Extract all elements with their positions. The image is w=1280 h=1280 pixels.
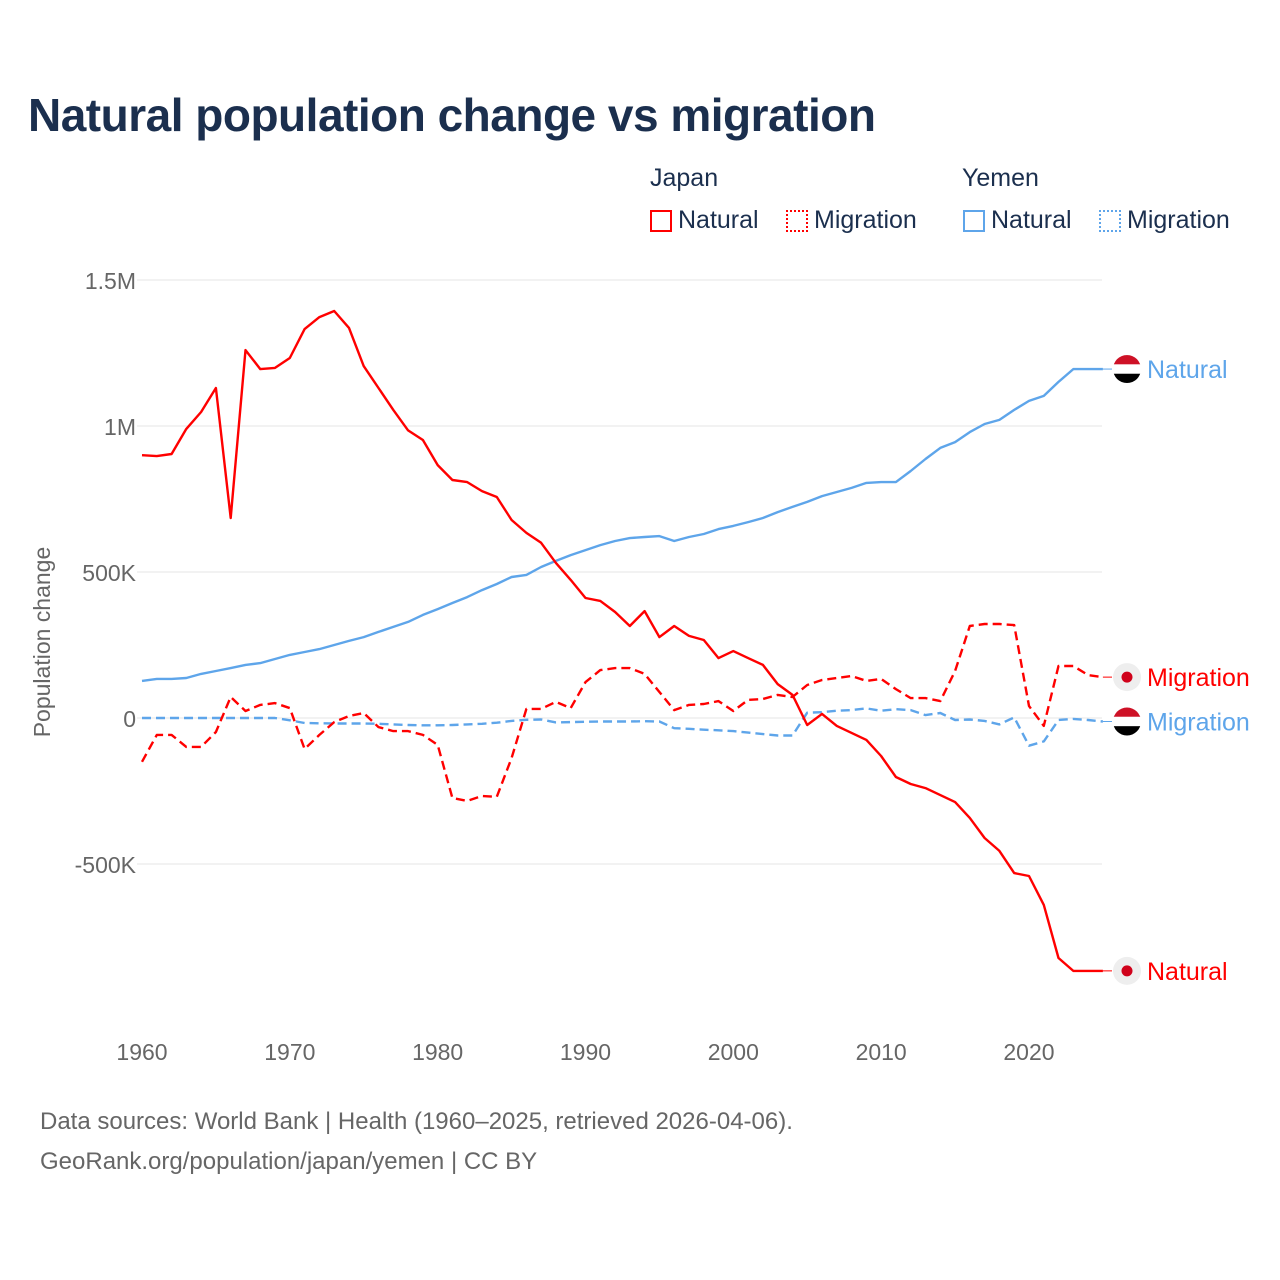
flag-sun — [1121, 671, 1133, 683]
x-tick-label: 1970 — [264, 1039, 315, 1065]
y-tick-label: 500K — [82, 560, 136, 586]
y-axis-label: Population change — [29, 547, 55, 738]
legend-japan-migration[interactable]: Migration — [786, 206, 917, 235]
flag-stripe-black — [1113, 726, 1141, 736]
x-tick-label: 1990 — [560, 1039, 611, 1065]
legend-japan-natural[interactable]: Natural — [650, 206, 759, 235]
dotted-swatch-icon — [786, 209, 808, 232]
x-tick-label: 2010 — [856, 1039, 907, 1065]
end-label: Natural — [1147, 958, 1228, 986]
flag-stripe-red — [1113, 707, 1141, 717]
flag-stripe-white — [1113, 364, 1141, 374]
y-tick-label: 0 — [123, 706, 136, 732]
chart-title: Natural population change vs migration — [28, 89, 876, 141]
flag-stripe-white — [1113, 716, 1141, 727]
x-tick-label: 2000 — [708, 1039, 759, 1065]
japan-flag-icon — [1113, 956, 1141, 985]
x-tick-label: 2020 — [1003, 1039, 1054, 1065]
flag-stripe-red — [1113, 355, 1141, 365]
yemen-flag-icon — [1113, 355, 1141, 384]
japan-flag-icon — [1113, 663, 1141, 692]
series-line-japan-migration — [140, 622, 1104, 803]
end-label: Migration — [1147, 664, 1250, 692]
legend-label: Migration — [1127, 206, 1230, 234]
legend-label: Natural — [678, 206, 759, 234]
legend-group-yemen: Yemen — [962, 164, 1039, 192]
footer-link[interactable]: GeoRank.org/population/japan/yemen | CC … — [40, 1148, 538, 1175]
series-line-yemen-natural — [141, 367, 1103, 683]
x-tick-label: 1980 — [412, 1039, 463, 1065]
dotted-swatch-icon — [1099, 209, 1121, 232]
footer-sources: Data sources: World Bank | Health (1960–… — [40, 1108, 793, 1135]
end-label: Natural — [1147, 356, 1228, 384]
x-tick-label: 1960 — [116, 1039, 167, 1065]
y-tick-label: -500K — [75, 852, 137, 878]
legend-group-japan: Japan — [650, 164, 719, 192]
y-tick-label: 1.5M — [85, 268, 136, 294]
y-tick-label: 1M — [104, 414, 136, 440]
legend-label: Natural — [991, 206, 1072, 234]
flag-sun — [1121, 965, 1133, 977]
solid-swatch-icon — [650, 209, 672, 232]
series-line-yemen-migration — [142, 707, 1104, 747]
end-label: Migration — [1147, 709, 1250, 737]
yemen-flag-icon — [1113, 707, 1141, 736]
flag-stripe-black — [1113, 373, 1141, 384]
series-line-japan-natural — [141, 309, 1103, 973]
legend-label: Migration — [814, 206, 917, 234]
legend-yemen-migration[interactable]: Migration — [1099, 206, 1230, 235]
solid-swatch-icon — [963, 209, 985, 232]
legend-yemen-natural[interactable]: Natural — [963, 206, 1072, 235]
